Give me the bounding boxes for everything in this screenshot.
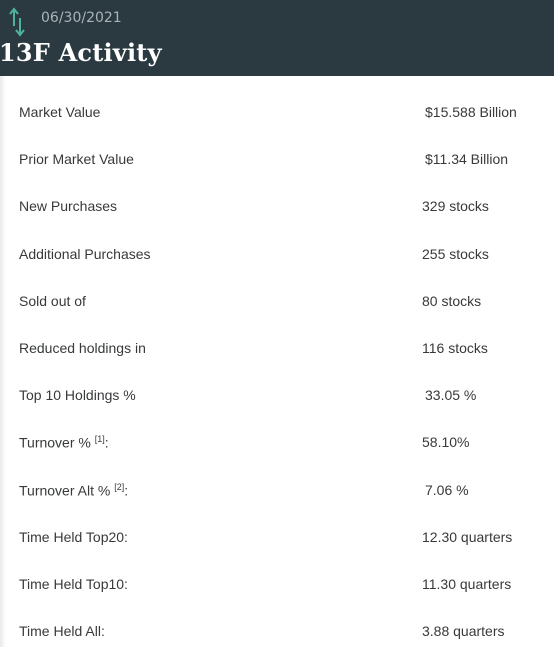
report-date: 06/30/2021 [41, 10, 122, 26]
header-bar: 06/30/2021 13F Activity [0, 0, 554, 76]
row-label-text: Time Held Top20: [19, 528, 128, 545]
row-label: Reduced holdings in [19, 340, 146, 356]
row-value: 7.06 % [425, 481, 469, 498]
activity-list: Market Value $15.588 Billion Prior Market … [0, 90, 554, 656]
row-label-text: Top 10 Holdings % [19, 387, 136, 404]
row-label-text: Market Value [19, 104, 101, 120]
row-value: 11.30 quarters [422, 575, 512, 592]
row-label: Turnover Alt % [2]: [19, 482, 128, 499]
row-value: 58.10% [422, 434, 470, 451]
row-label: Turnover % [1]: [19, 434, 109, 451]
row-value: 3.88 quarters [422, 623, 505, 640]
footnote-ref[interactable]: [2] [114, 481, 125, 492]
row-value: $11.34 Billion [425, 151, 509, 168]
row-label-text: Prior Market Value [19, 151, 134, 168]
row-label: Additional Purchases [19, 246, 151, 262]
row-label: Time Held Top20: [19, 529, 128, 545]
row-label-suffix: : [104, 434, 109, 451]
row-label-text: Turnover Alt % [19, 482, 115, 499]
row-label-text: Time Held Top10: [19, 575, 128, 592]
table-row: Reduced holdings in 116 stocks [0, 326, 554, 373]
row-label: Sold out of [19, 293, 86, 309]
row-value: 33.05 % [425, 387, 477, 404]
row-label-text: Reduced holdings in [19, 339, 146, 356]
row-value: 80 stocks [422, 292, 482, 309]
row-label: Time Held All: [19, 623, 105, 639]
row-label: New Purchases [19, 198, 117, 214]
table-row: Turnover Alt % [2]: 7.06 % [0, 468, 554, 515]
footnote-ref[interactable]: [1] [94, 434, 105, 445]
row-value: 12.30 quarters [422, 528, 513, 545]
row-label: Time Held Top10: [19, 576, 128, 592]
table-row: New Purchases 329 stocks [0, 184, 554, 231]
row-label-text: New Purchases [19, 198, 118, 215]
row-value: 329 stocks [422, 198, 489, 215]
table-row: Turnover % [1]: 58.10% [0, 420, 554, 467]
page-title: 13F Activity [0, 38, 162, 67]
table-row: Time Held All: 3.88 quarters [0, 609, 554, 656]
table-row: Time Held Top10: 11.30 quarters [0, 562, 554, 609]
row-label-suffix: : [124, 482, 129, 499]
row-label: Market Value [19, 104, 100, 120]
sort-arrows-icon[interactable] [6, 6, 28, 38]
row-label-text: Additional Purchases [19, 245, 151, 262]
table-row: Top 10 Holdings % 33.05 % [0, 373, 554, 420]
table-row: Prior Market Value $11.34 Billion [0, 137, 554, 184]
row-label-text: Turnover % [19, 434, 95, 451]
row-label: Top 10 Holdings % [19, 387, 136, 403]
table-row: Market Value $15.588 Billion [0, 90, 554, 137]
row-label-text: Sold out of [19, 292, 86, 309]
table-row: Additional Purchases 255 stocks [0, 232, 554, 279]
row-value: $15.588 Billion [425, 104, 517, 120]
left-edge-shadow [0, 76, 6, 647]
table-row: Time Held Top20: 12.30 quarters [0, 515, 554, 562]
table-row: Sold out of 80 stocks [0, 279, 554, 326]
row-value: 255 stocks [422, 245, 489, 262]
row-value: 116 stocks [422, 339, 488, 356]
row-label: Prior Market Value [19, 151, 134, 167]
row-label-text: Time Held All: [19, 623, 105, 640]
